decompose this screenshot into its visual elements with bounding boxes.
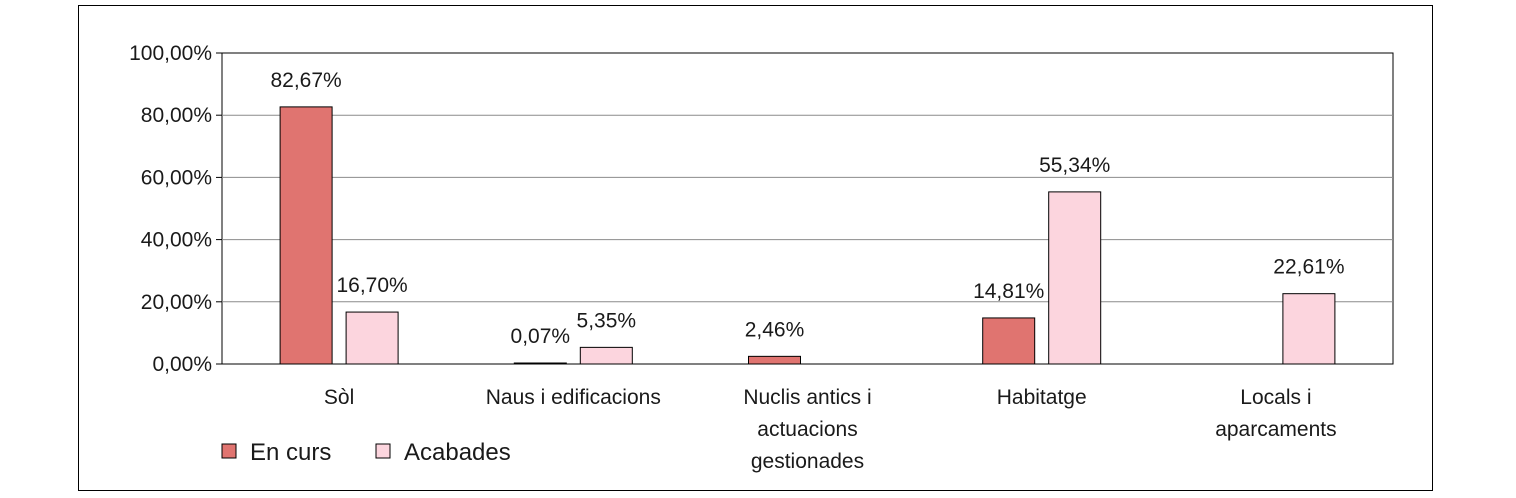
- data-label: 16,70%: [336, 274, 407, 297]
- data-label: 2,46%: [745, 318, 805, 341]
- data-label: 82,67%: [270, 69, 341, 92]
- data-label: 14,81%: [973, 280, 1044, 303]
- bar: [345, 311, 399, 365]
- y-tick-label: 40,00%: [141, 229, 212, 252]
- data-label: 55,34%: [1039, 154, 1110, 177]
- legend-swatch: [375, 443, 391, 459]
- bar: [982, 317, 1036, 365]
- y-tick-label: 60,00%: [141, 166, 212, 189]
- bar: [1048, 191, 1102, 365]
- plot-area: [221, 52, 1394, 365]
- bar: [513, 362, 567, 365]
- y-tick-label: 0,00%: [152, 353, 212, 376]
- bar: [279, 106, 333, 365]
- y-tick-label: 80,00%: [141, 104, 212, 127]
- bar: [579, 346, 633, 365]
- legend-swatch: [221, 443, 237, 459]
- data-label: 5,35%: [577, 309, 637, 332]
- bar: [748, 355, 801, 365]
- y-tick-label: 100,00%: [129, 42, 212, 65]
- category-label: Locals i aparcaments: [1215, 386, 1336, 441]
- legend-label: En curs: [250, 439, 331, 466]
- category-label: Habitatge: [997, 386, 1087, 409]
- bar: [1282, 293, 1336, 365]
- data-label: 0,07%: [511, 325, 571, 348]
- y-tick-label: 20,00%: [141, 291, 212, 314]
- category-label: Naus i edificacions: [486, 386, 661, 409]
- legend-label: Acabades: [404, 439, 511, 466]
- data-label: 22,61%: [1273, 256, 1344, 279]
- category-label: Sòl: [324, 386, 354, 409]
- category-label: Nuclis antics i actuacions gestionades: [743, 386, 871, 473]
